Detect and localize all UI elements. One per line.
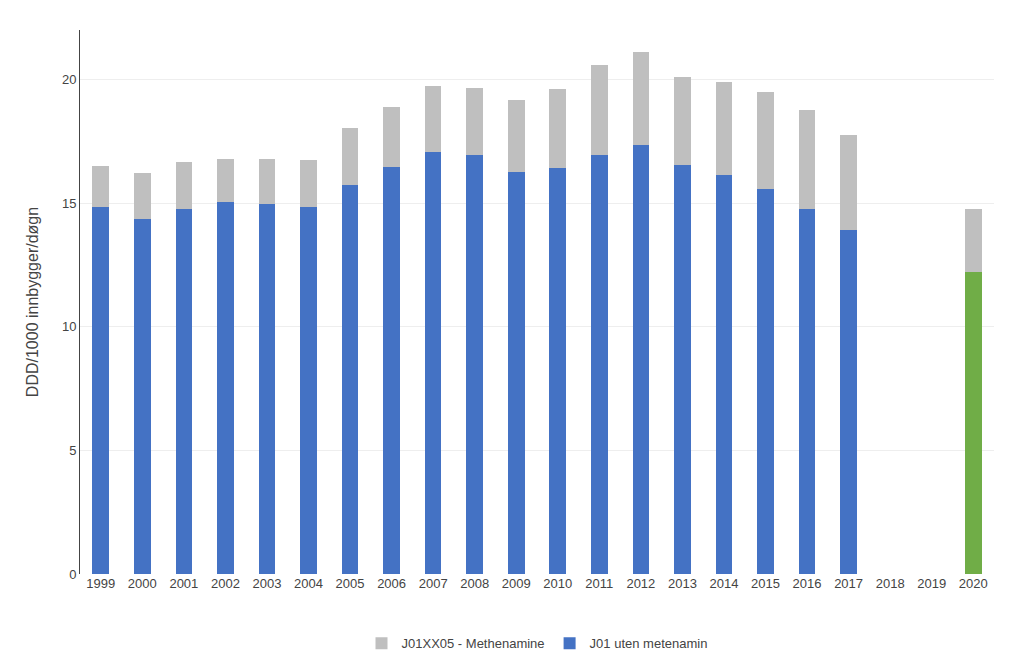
svg-text:2003: 2003 — [252, 576, 281, 591]
svg-text:1999: 1999 — [86, 576, 115, 591]
svg-text:2002: 2002 — [211, 576, 240, 591]
svg-text:DDD/1000 innbygger/døgn: DDD/1000 innbygger/døgn — [24, 207, 41, 397]
svg-text:10: 10 — [62, 319, 76, 334]
svg-text:2015: 2015 — [751, 576, 780, 591]
svg-text:2006: 2006 — [377, 576, 406, 591]
svg-text:2014: 2014 — [709, 576, 738, 591]
svg-text:2009: 2009 — [502, 576, 531, 591]
svg-text:2010: 2010 — [543, 576, 572, 591]
svg-text:15: 15 — [62, 196, 76, 211]
svg-text:J01 uten metenamin: J01 uten metenamin — [590, 636, 708, 651]
svg-text:2005: 2005 — [336, 576, 365, 591]
svg-text:2001: 2001 — [169, 576, 198, 591]
svg-text:2012: 2012 — [626, 576, 655, 591]
svg-text:J01XX05 - Methenamine: J01XX05 - Methenamine — [402, 636, 545, 651]
svg-text:2011: 2011 — [585, 576, 613, 591]
svg-text:2019: 2019 — [917, 576, 946, 591]
svg-text:2000: 2000 — [128, 576, 157, 591]
svg-text:5: 5 — [69, 443, 76, 458]
svg-text:2008: 2008 — [460, 576, 489, 591]
svg-text:2018: 2018 — [876, 576, 905, 591]
svg-text:20: 20 — [62, 72, 76, 87]
svg-text:0: 0 — [69, 567, 76, 582]
svg-text:2017: 2017 — [834, 576, 863, 591]
svg-text:2016: 2016 — [793, 576, 822, 591]
svg-text:2013: 2013 — [668, 576, 697, 591]
svg-text:2007: 2007 — [419, 576, 448, 591]
svg-text:2020: 2020 — [959, 576, 988, 591]
svg-text:2004: 2004 — [294, 576, 323, 591]
